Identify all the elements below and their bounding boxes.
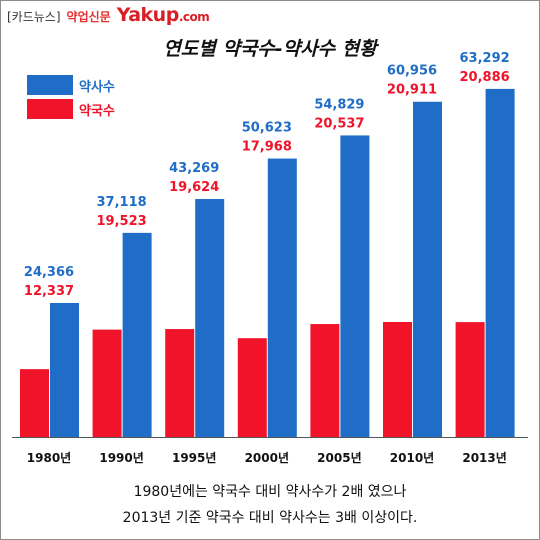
bar-pharmacist-6 [485, 88, 515, 438]
bar-pharmacy-3 [237, 338, 267, 437]
data-label-pharmacist-1: 37,118 [97, 195, 147, 210]
bar-pharmacist-0 [50, 302, 79, 437]
chart-title: 연도별 약국수-약사수 현황 [163, 38, 377, 60]
x-tick-label-4: 2005년 [317, 451, 361, 465]
bar-pharmacy-0 [20, 369, 49, 437]
legend-swatch-pharmacy [27, 99, 73, 119]
caption-line-2: 2013년 기준 약국수 대비 약사수는 3배 이상이다. [122, 510, 418, 526]
data-label-pharmacy-5: 20,911 [387, 83, 437, 98]
x-tick-label-1: 1990년 [99, 451, 143, 465]
bar-pharmacist-3 [267, 158, 297, 438]
legend-label-pharmacy: 약국수 [79, 103, 115, 119]
x-tick-label-2: 1995년 [172, 451, 216, 465]
data-label-pharmacist-5: 60,956 [387, 64, 437, 79]
card-news-tag: [카드뉴스] [7, 10, 61, 24]
data-label-pharmacy-4: 20,537 [314, 116, 364, 131]
data-label-pharmacy-3: 17,968 [242, 140, 292, 155]
x-tick-label-0: 1980년 [27, 451, 71, 465]
bar-pharmacy-4 [310, 324, 340, 437]
bar-pharmacist-4 [340, 135, 370, 438]
bar-pharmacist-2 [195, 199, 225, 437]
bar-pharmacy-6 [455, 322, 485, 437]
bar-pharmacist-1 [122, 232, 152, 437]
data-label-pharmacy-1: 19,523 [97, 214, 147, 229]
legend-item-pharmacy: 약국수 [27, 97, 115, 121]
x-tick-label-3: 2000년 [245, 451, 289, 465]
data-label-pharmacy-0: 12,337 [24, 284, 74, 299]
logo-text: Yakup [116, 4, 180, 26]
bar-pharmacist-5 [413, 101, 442, 437]
data-label-pharmacist-4: 54,829 [314, 97, 364, 112]
bar-pharmacy-2 [165, 329, 195, 437]
bar-pharmacy-5 [383, 321, 412, 437]
data-label-pharmacist-6: 63,292 [460, 51, 510, 66]
data-label-pharmacist-2: 43,269 [169, 161, 219, 176]
site-name: 약업신문 [66, 10, 111, 24]
data-label-pharmacist-3: 50,623 [242, 121, 292, 136]
brand-header: [카드뉴스] 약업신문 Yakup.com [7, 4, 210, 26]
chart-caption: 1980년에는 약국수 대비 약사수가 2배 였으나 2013년 기준 약국수 … [0, 479, 540, 531]
legend-swatch-pharmacist [27, 75, 73, 95]
legend-item-pharmacist: 약사수 [27, 73, 115, 97]
chart-legend: 약사수 약국수 [27, 73, 115, 121]
data-label-pharmacy-6: 20,886 [460, 70, 510, 85]
legend-label-pharmacist: 약사수 [79, 79, 115, 95]
logo-suffix: .com [178, 10, 210, 24]
caption-line-1: 1980년에는 약국수 대비 약사수가 2배 였으나 [133, 484, 407, 500]
x-tick-label-5: 2010년 [390, 451, 434, 465]
x-tick-label-6: 2013년 [462, 451, 506, 465]
data-label-pharmacist-0: 24,366 [24, 265, 74, 280]
yakup-logo: Yakup.com [117, 4, 210, 26]
bar-pharmacy-1 [92, 329, 122, 437]
data-label-pharmacy-2: 19,624 [169, 180, 219, 195]
